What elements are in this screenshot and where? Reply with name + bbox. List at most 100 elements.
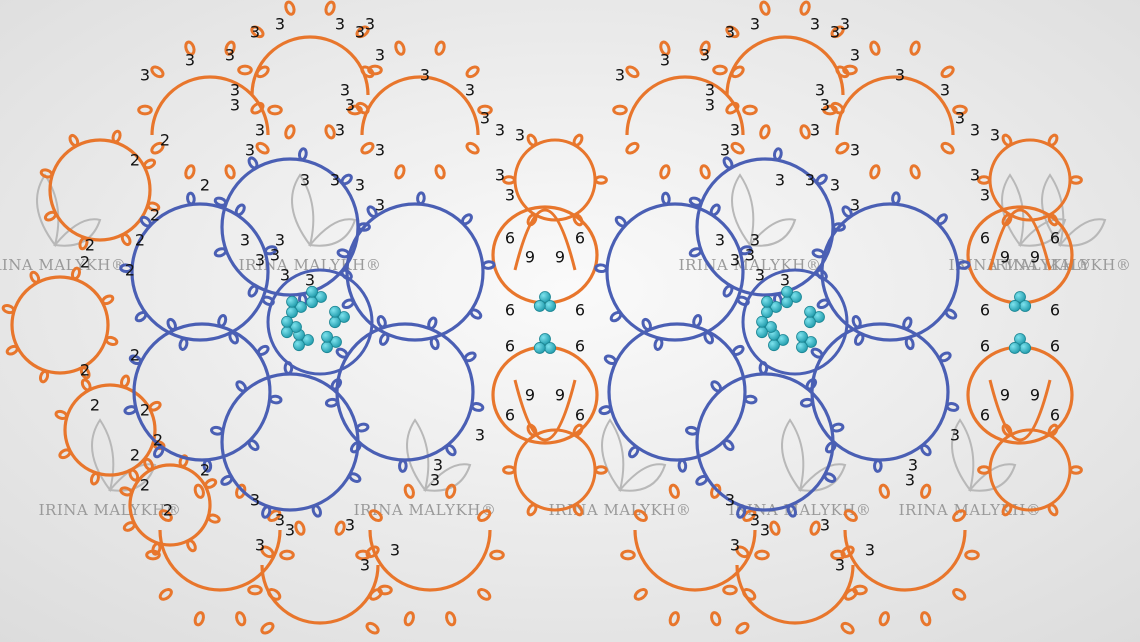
picot — [101, 294, 115, 306]
center-ring — [266, 268, 374, 376]
picot — [367, 64, 383, 76]
picot — [247, 156, 259, 170]
bead-layer — [281, 285, 1032, 354]
picot — [668, 611, 680, 627]
picot — [853, 332, 865, 346]
picot — [909, 40, 921, 56]
picot — [324, 0, 336, 16]
picot — [940, 141, 955, 155]
picot — [869, 40, 881, 56]
count-label: 3 — [305, 271, 315, 290]
bead — [761, 295, 773, 308]
count-label: 3 — [340, 81, 350, 100]
picot — [43, 210, 57, 222]
count-label: 3 — [495, 121, 505, 140]
count-label: 3 — [730, 251, 740, 270]
left-motif-chains — [137, 0, 608, 635]
picot — [799, 0, 811, 16]
picot — [355, 422, 370, 433]
orange-inner-loop — [513, 208, 577, 271]
count-label: 2 — [80, 361, 90, 380]
orange-inner-loop — [988, 208, 1052, 271]
picot — [815, 173, 828, 186]
picot — [830, 422, 845, 433]
picot — [603, 354, 617, 366]
picot — [79, 366, 91, 380]
count-label: 3 — [760, 521, 770, 540]
count-label: 3 — [830, 176, 840, 195]
bead — [1008, 342, 1021, 354]
watermark-text: IRINA MALYKH® — [0, 256, 126, 274]
picot — [699, 40, 711, 56]
count-label: 3 — [275, 231, 285, 250]
orange-chain-arc — [735, 564, 855, 625]
picot — [279, 549, 295, 561]
picot — [237, 64, 253, 76]
picot — [39, 369, 50, 384]
picot — [641, 317, 652, 332]
orange-chain-arc — [63, 383, 157, 477]
picot — [416, 191, 426, 206]
picot — [730, 65, 745, 79]
count-label: 3 — [355, 176, 365, 195]
picot — [735, 621, 750, 635]
picot — [111, 129, 122, 144]
watermark-text: IRINA MALYKH® — [949, 256, 1092, 274]
picot — [137, 104, 153, 116]
picot — [357, 222, 371, 232]
picot — [878, 483, 890, 499]
count-label: 3 — [950, 426, 960, 445]
picot — [120, 233, 132, 247]
bead — [1008, 300, 1021, 312]
count-label: 2 — [135, 231, 145, 250]
picot — [403, 483, 415, 499]
picot — [184, 164, 196, 180]
picot — [952, 588, 967, 601]
count-label: 3 — [730, 536, 740, 555]
count-label: 9 — [1000, 248, 1010, 267]
picot — [772, 147, 783, 161]
picot — [166, 317, 177, 332]
picot — [526, 213, 538, 227]
picot — [1001, 213, 1013, 227]
count-label: 6 — [980, 301, 990, 320]
count-label: 2 — [85, 236, 95, 255]
picot — [267, 509, 282, 522]
picot — [58, 448, 72, 460]
picot — [104, 335, 119, 346]
count-label: 3 — [345, 516, 355, 535]
picot — [434, 40, 446, 56]
picot — [594, 175, 608, 185]
count-label: 3 — [420, 66, 430, 85]
picot — [759, 124, 771, 140]
picot — [235, 611, 247, 627]
bead — [533, 342, 546, 354]
picot — [736, 295, 750, 307]
picot — [267, 104, 283, 116]
count-label: 9 — [555, 386, 565, 405]
count-label: 3 — [230, 96, 240, 115]
bead — [539, 291, 551, 303]
bead — [804, 316, 816, 329]
count-label: 6 — [575, 229, 585, 248]
bead — [756, 315, 768, 328]
leaf-watermark-icon — [781, 418, 847, 493]
picot — [722, 284, 734, 298]
orange-inner-loop — [988, 379, 1052, 442]
count-label: 3 — [715, 231, 725, 250]
picot — [742, 104, 758, 116]
picot — [148, 400, 162, 412]
picot — [193, 611, 205, 627]
picot — [909, 164, 921, 180]
picot — [465, 65, 480, 79]
picot — [692, 314, 703, 328]
count-label: 3 — [725, 23, 735, 42]
count-label: 2 — [163, 501, 173, 520]
count-label: 3 — [720, 141, 730, 160]
leaf-watermark-icon — [601, 418, 667, 493]
bead — [533, 300, 546, 312]
leaf-watermark-icon — [291, 173, 357, 248]
picot — [365, 621, 380, 635]
picot — [284, 0, 296, 16]
